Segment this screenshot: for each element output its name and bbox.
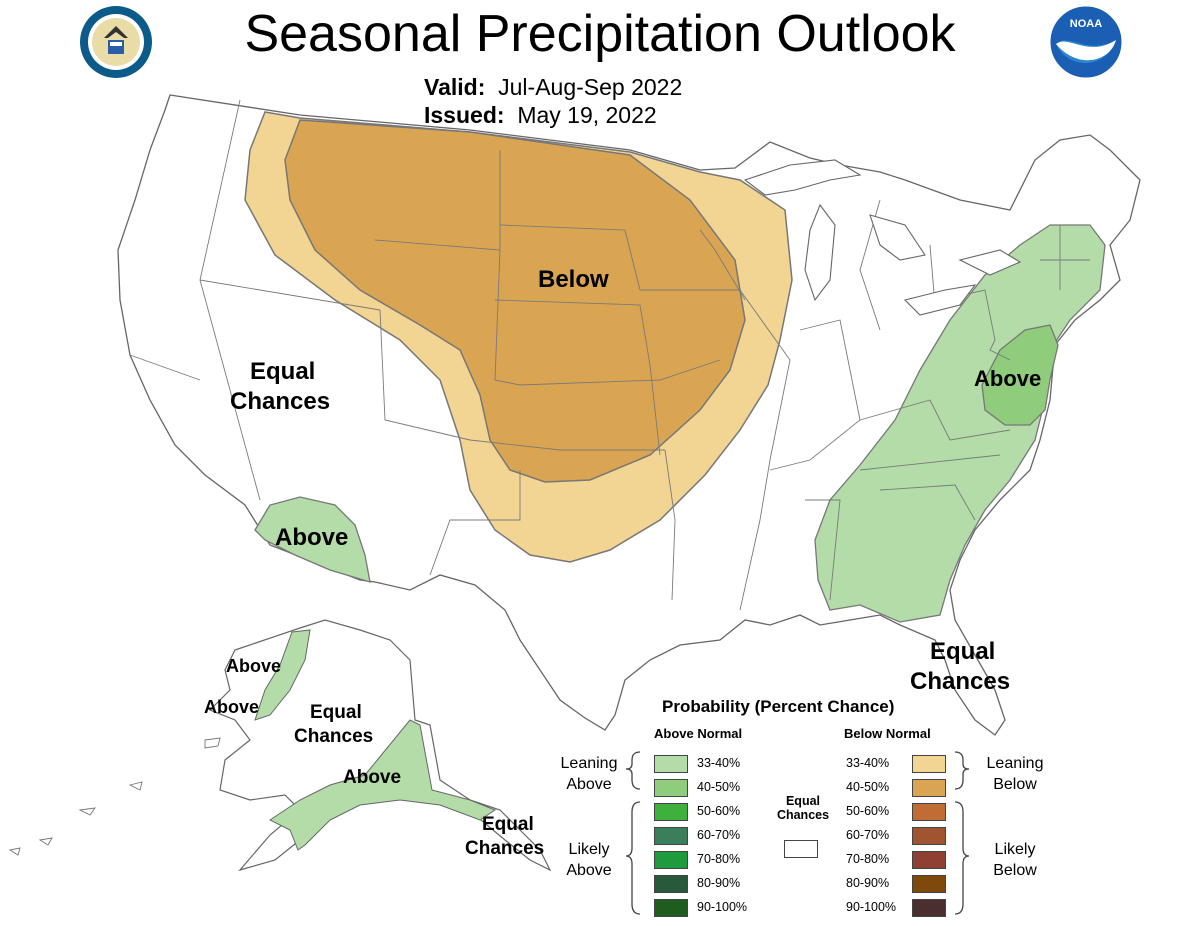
legend-above-range: 60-70% [697,828,741,842]
above-east-40-50-region [981,324,1059,426]
valid-line: Valid: Jul-Aug-Sep 2022 [424,74,682,101]
legend-above-range: 40-50% [697,780,741,794]
legend-below-swatch [912,827,946,845]
doc-seal-icon [80,6,152,78]
alaska-above-west [254,629,311,721]
legend-leaning-below-2: Below [993,775,1037,793]
legend-below-swatch [912,851,946,869]
legend-above-swatch [654,779,688,797]
issued-line: Issued: May 19, 2022 [424,102,657,129]
issued-value: May 19, 2022 [517,102,657,128]
issued-label: Issued: [424,102,505,128]
label-ak-above-2: Above [204,697,260,717]
legend-below-swatch [912,803,946,821]
legend-likely-above: Likely Above [556,840,622,882]
label-ak-equal-se-2: Chances [465,838,545,859]
legend-below-range: 50-60% [846,804,890,818]
label-ak-equal-2: Chances [294,726,374,747]
label-equal-west-1: Equal [250,358,316,385]
legend-below-range: 40-50% [846,780,890,794]
legend-equal-label: Equal Chances [776,794,830,822]
legend-equal-2: Chances [776,808,830,822]
above-east-leaning-region [814,224,1106,623]
legend-above-range: 50-60% [697,804,741,818]
valid-label: Valid: [424,74,486,100]
legend-below-swatch [912,875,946,893]
legend-below-header: Below Normal [844,726,931,741]
label-equal-southeast-1: Equal [930,638,996,665]
label-ak-above-3: Above [343,767,402,788]
legend-above-range: 80-90% [697,876,741,890]
legend-below-swatch [912,755,946,773]
legend-below-swatch [912,899,946,917]
label-below-center: Below [538,266,609,293]
legend-above-swatch [654,875,688,893]
legend-above-swatch [654,851,688,869]
legend-equal-1: Equal [785,794,821,808]
legend-below-range: 60-70% [846,828,890,842]
label-above-southwest: Above [275,524,349,551]
great-lakes [743,159,1022,316]
noaa-icon [1049,5,1123,79]
legend-leaning-below-1: Leaning [986,755,1044,772]
legend-title: Probability (Percent Chance) [662,697,895,716]
label-equal-west-2: Chances [230,388,331,415]
legend-leaning-above-1: Leaning [560,755,618,772]
label-ak-above-1: Above [226,656,282,676]
noaa-logo: NOAA [1048,4,1124,80]
above-southwest-region [254,496,371,583]
legend-likely-below-2: Below [993,861,1037,879]
legend-likely-above-2: Above [566,861,612,879]
alaska-above-south [269,719,497,851]
label-ak-equal-se-1: Equal [482,814,534,835]
legend-above-swatch [654,755,688,773]
legend-below-range: 33-40% [846,756,890,770]
legend-above-range: 33-40% [697,756,741,770]
aleutian-islands [8,737,221,856]
legend-likely-above-1: Likely [568,841,610,858]
valid-value: Jul-Aug-Sep 2022 [498,74,683,100]
legend-likely-below: Likely Below [980,840,1050,882]
legend-likely-below-1: Likely [994,841,1036,858]
legend-leaning-above: Leaning Above [556,754,622,796]
label-above-east: Above [974,366,1042,391]
page-title: Seasonal Precipitation Outlook [244,5,956,63]
label-ak-equal-1: Equal [310,702,362,723]
legend-leaning-below: Leaning Below [980,754,1050,796]
state-lines [129,99,1090,611]
legend-below-range: 90-100% [846,900,897,914]
legend-equal-swatch [784,840,818,858]
label-equal-southeast-2: Chances [910,668,1011,695]
noaa-logo-text: NOAA [1069,18,1103,30]
legend-above-swatch [654,899,688,917]
legend-below-range: 70-80% [846,852,890,866]
legend-below-swatch [912,779,946,797]
legend-above-range: 90-100% [697,900,748,914]
legend-above-swatch [654,827,688,845]
legend-above-swatch [654,803,688,821]
legend-below-range: 80-90% [846,876,890,890]
legend-above-range: 70-80% [697,852,741,866]
legend-above-header: Above Normal [654,726,743,741]
doc-seal-logo [78,4,154,80]
legend-leaning-above-2: Above [566,775,612,793]
